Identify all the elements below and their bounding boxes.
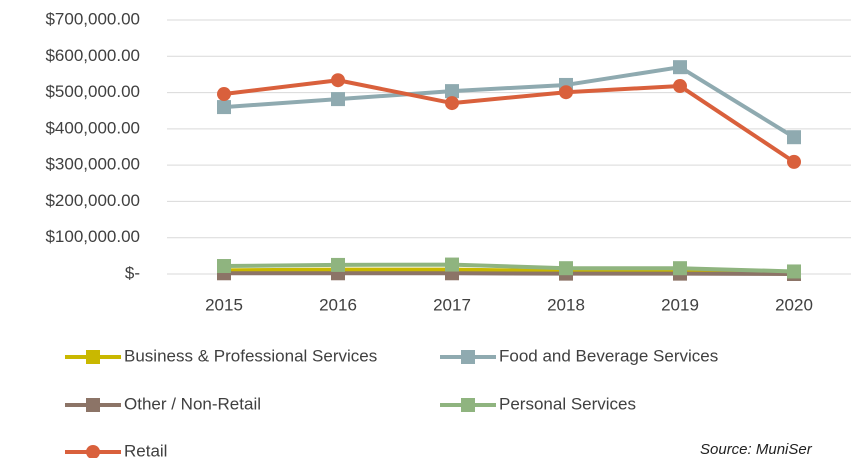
source-note: Source: MuniSer xyxy=(700,441,813,458)
data-point xyxy=(217,87,231,102)
legend-marker xyxy=(86,398,100,412)
y-tick-label: $100,000.00 xyxy=(45,227,140,246)
data-point xyxy=(445,96,459,111)
data-point xyxy=(673,79,687,94)
legend-marker xyxy=(86,350,100,364)
data-point xyxy=(331,73,345,88)
legend-marker xyxy=(461,398,475,412)
legend-marker xyxy=(461,350,475,364)
series-line xyxy=(223,262,795,274)
data-point xyxy=(787,154,801,169)
data-point xyxy=(331,257,345,272)
data-point xyxy=(559,261,573,276)
y-tick-label: $300,000.00 xyxy=(45,155,140,174)
data-point xyxy=(787,130,801,145)
data-point xyxy=(445,84,459,99)
series-line xyxy=(223,78,796,164)
legend-label: Other / Non-Retail xyxy=(124,394,261,413)
y-tick-label: $- xyxy=(125,263,140,282)
x-tick-label: 2019 xyxy=(661,295,699,314)
y-tick-label: $400,000.00 xyxy=(45,118,140,137)
legend-label: Food and Beverage Services xyxy=(499,346,718,365)
x-tick-label: 2020 xyxy=(775,295,813,314)
data-point xyxy=(673,261,687,276)
data-point xyxy=(217,100,231,115)
x-tick-label: 2015 xyxy=(205,295,243,314)
legend-label: Personal Services xyxy=(499,394,636,413)
x-tick-label: 2016 xyxy=(319,295,357,314)
y-tick-label: $500,000.00 xyxy=(45,82,140,101)
data-point xyxy=(331,92,345,107)
legend-label: Retail xyxy=(124,441,167,458)
legend-marker xyxy=(86,445,100,458)
y-tick-label: $700,000.00 xyxy=(45,9,140,28)
data-point xyxy=(559,85,573,100)
legend-label: Business & Professional Services xyxy=(124,346,377,365)
series-line xyxy=(223,65,796,139)
data-point xyxy=(217,259,231,274)
data-point xyxy=(445,257,459,272)
y-tick-label: $600,000.00 xyxy=(45,46,140,65)
data-point xyxy=(673,60,687,75)
y-tick-label: $200,000.00 xyxy=(45,191,140,210)
x-tick-label: 2018 xyxy=(547,295,585,314)
x-tick-label: 2017 xyxy=(433,295,471,314)
data-point xyxy=(787,264,801,279)
series-line xyxy=(224,271,795,276)
